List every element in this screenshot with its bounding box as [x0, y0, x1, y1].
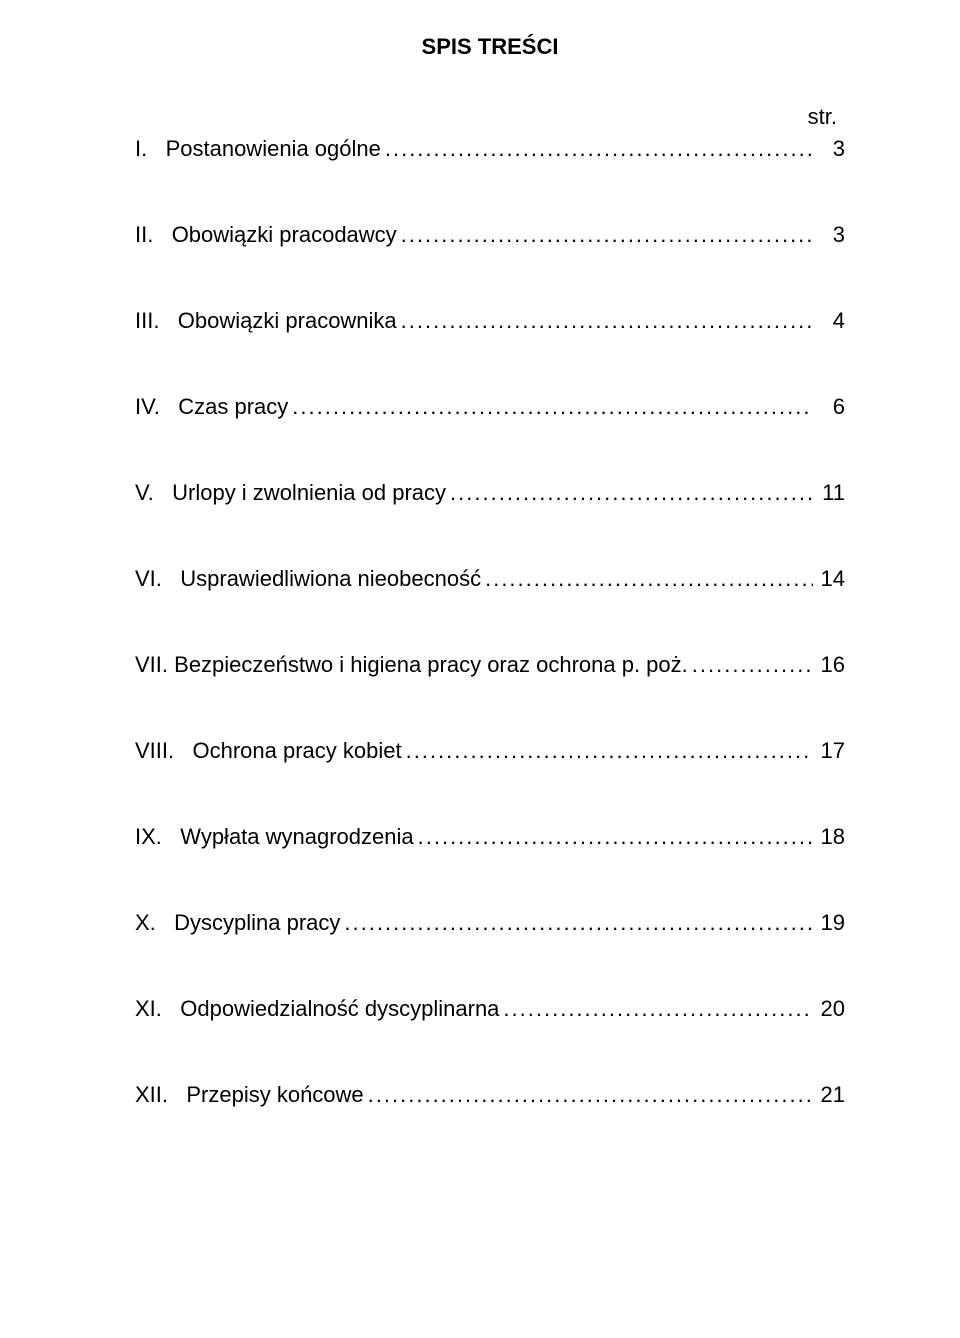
- toc-numeral: VI.: [135, 566, 162, 591]
- toc-leader: ........................................…: [402, 738, 813, 764]
- page-title: SPIS TREŚCI: [135, 34, 845, 60]
- toc-row: II. Obowiązki pracodawcy ...............…: [135, 222, 845, 248]
- toc-page-number: 20: [813, 996, 845, 1022]
- toc-title: Obowiązki pracodawcy: [172, 222, 397, 247]
- toc-leader: ........................................…: [446, 480, 813, 506]
- toc-page-number: 17: [813, 738, 845, 764]
- toc-numeral: XII.: [135, 1082, 168, 1107]
- toc-numeral: IV.: [135, 394, 160, 419]
- toc-row: IX. Wypłata wynagrodzenia ..............…: [135, 824, 845, 850]
- toc-row: XI. Odpowiedzialność dyscyplinarna .....…: [135, 996, 845, 1022]
- toc-leader: ........................................…: [481, 566, 813, 592]
- toc-entry-label: XI. Odpowiedzialność dyscyplinarna: [135, 996, 499, 1022]
- toc-leader: ........................................…: [499, 996, 813, 1022]
- toc-numeral: II.: [135, 222, 153, 247]
- toc-entry-label: IX. Wypłata wynagrodzenia: [135, 824, 414, 850]
- toc-row: XII. Przepisy końcowe ..................…: [135, 1082, 845, 1108]
- document-page: SPIS TREŚCI str. I. Postanowienia ogólne…: [0, 0, 960, 1202]
- toc-numeral: I.: [135, 136, 147, 161]
- toc-row: VIII. Ochrona pracy kobiet .............…: [135, 738, 845, 764]
- toc-row: X. Dyscyplina pracy ....................…: [135, 910, 845, 936]
- toc-leader: ........................................…: [364, 1082, 813, 1108]
- toc-entry-label: I. Postanowienia ogólne: [135, 136, 381, 162]
- toc-title: Bezpieczeństwo i higiena pracy oraz ochr…: [174, 652, 688, 677]
- toc-leader: ........................................…: [397, 308, 813, 334]
- toc-numeral: XI.: [135, 996, 162, 1021]
- toc-leader: ........................................…: [397, 222, 813, 248]
- toc-row: VI. Usprawiedliwiona nieobecność .......…: [135, 566, 845, 592]
- toc-row: IV. Czas pracy .........................…: [135, 394, 845, 420]
- toc-row: VII. Bezpieczeństwo i higiena pracy oraz…: [135, 652, 845, 678]
- toc-numeral: III.: [135, 308, 159, 333]
- toc-page-number: 4: [813, 308, 845, 334]
- toc-page-number: 14: [813, 566, 845, 592]
- toc-entry-label: III. Obowiązki pracownika: [135, 308, 397, 334]
- toc-title: Urlopy i zwolnienia od pracy: [172, 480, 446, 505]
- toc-page-number: 16: [813, 652, 845, 678]
- toc-title: Obowiązki pracownika: [178, 308, 397, 333]
- toc-page-number: 21: [813, 1082, 845, 1108]
- toc-entry-label: VI. Usprawiedliwiona nieobecność: [135, 566, 481, 592]
- toc-entry-label: V. Urlopy i zwolnienia od pracy: [135, 480, 446, 506]
- toc-numeral: X.: [135, 910, 156, 935]
- toc-page-number: 11: [813, 480, 845, 506]
- toc-entry-label: II. Obowiązki pracodawcy: [135, 222, 397, 248]
- toc-numeral: VII.: [135, 652, 168, 677]
- toc-row: I. Postanowienia ogólne ................…: [135, 136, 845, 162]
- toc-leader: ........................................…: [381, 136, 813, 162]
- toc-entry-label: X. Dyscyplina pracy: [135, 910, 340, 936]
- toc-title: Odpowiedzialność dyscyplinarna: [180, 996, 499, 1021]
- toc-numeral: IX.: [135, 824, 162, 849]
- toc-leader: ........................................…: [340, 910, 813, 936]
- toc-page-number: 3: [813, 222, 845, 248]
- toc-leader: ........................................…: [688, 652, 813, 678]
- toc-page-number: 19: [813, 910, 845, 936]
- toc-title: Wypłata wynagrodzenia: [180, 824, 413, 849]
- toc-numeral: V.: [135, 480, 154, 505]
- toc-row: V. Urlopy i zwolnienia od pracy ........…: [135, 480, 845, 506]
- toc-entry-label: VIII. Ochrona pracy kobiet: [135, 738, 402, 764]
- toc-title: Przepisy końcowe: [186, 1082, 363, 1107]
- toc-numeral: VIII.: [135, 738, 174, 763]
- toc-title: Czas pracy: [178, 394, 288, 419]
- toc-leader: ........................................…: [288, 394, 813, 420]
- page-column-label: str.: [135, 104, 845, 130]
- toc-page-number: 18: [813, 824, 845, 850]
- toc-leader: ........................................…: [414, 824, 813, 850]
- toc-entry-label: XII. Przepisy końcowe: [135, 1082, 364, 1108]
- toc-title: Dyscyplina pracy: [174, 910, 340, 935]
- toc-page-number: 6: [813, 394, 845, 420]
- toc-row: III. Obowiązki pracownika ..............…: [135, 308, 845, 334]
- toc-title: Usprawiedliwiona nieobecność: [180, 566, 481, 591]
- toc-title: Ochrona pracy kobiet: [192, 738, 401, 763]
- toc-entry-label: IV. Czas pracy: [135, 394, 288, 420]
- toc-page-number: 3: [813, 136, 845, 162]
- toc-title: Postanowienia ogólne: [166, 136, 381, 161]
- toc-entry-label: VII. Bezpieczeństwo i higiena pracy oraz…: [135, 652, 688, 678]
